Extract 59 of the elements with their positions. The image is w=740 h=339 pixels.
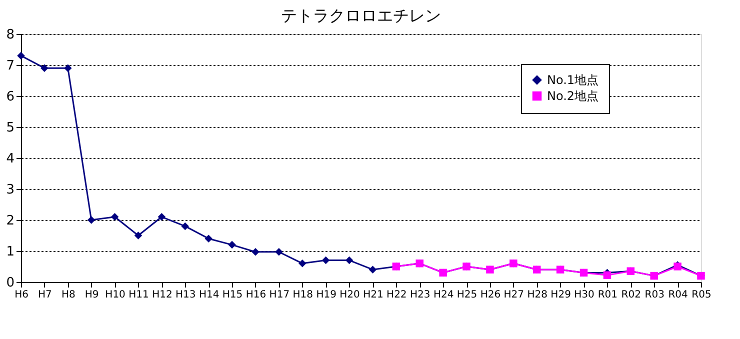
x-tick-label: H29 [550,290,571,300]
x-tick-label: H8 [61,290,76,300]
x-tick-label: H7 [38,290,52,300]
y-tick-label: 2 [6,214,14,228]
x-tick-label: H18 [292,290,314,300]
x-tick-label: H27 [504,290,524,300]
x-tick-label: H10 [105,290,126,300]
chart-title: テトラクロロエチレン [281,6,441,25]
x-tick-label: H17 [269,290,290,300]
point [181,222,190,230]
point [275,248,283,256]
x-tick-label: H15 [222,290,243,300]
x-tick-label: H30 [574,290,594,300]
point [228,240,236,249]
point [87,216,96,224]
x-tick-label: H20 [340,290,360,300]
point [110,213,119,221]
x-tick-label: H19 [316,290,336,300]
legend-label: No.1地点 [547,73,599,87]
x-tick-label: H16 [246,290,266,300]
x-tick-label: R05 [692,290,712,300]
point [134,232,142,240]
point [603,271,612,280]
x-tick-label: H14 [198,290,220,300]
y-tick-label: 7 [6,58,14,74]
x-tick-label: H28 [527,290,548,300]
x-tick-label: H12 [152,290,172,300]
y-tick-label: 6 [6,90,14,104]
x-tick-label: H24 [433,290,454,300]
point [345,256,354,264]
point [40,64,48,72]
x-tick-label: H22 [386,290,407,300]
y-tick-label: 3 [6,182,14,198]
x-tick-label: H11 [128,290,149,300]
point [322,256,330,264]
legend-label: No.2地点 [547,89,599,103]
y-tick-label: 0 [6,276,14,290]
y-tick-label: 8 [6,28,14,42]
y-tick-label: 5 [6,120,14,136]
x-tick-label: R03 [644,290,664,300]
point [298,260,306,268]
x-tick-label: H23 [410,290,430,300]
x-tick-label: R04 [668,290,688,300]
point [158,213,166,221]
point [64,64,72,72]
point [368,266,377,274]
point [17,52,25,60]
x-tick-label: R02 [621,290,641,300]
x-tick-label: H13 [176,290,196,300]
x-tick-label: H9 [84,290,99,300]
x-tick-label: H6 [14,290,28,300]
y-tick-label: 1 [6,244,14,260]
y-tick-label: 4 [6,152,14,166]
x-tick-label: H25 [456,290,478,300]
x-tick-label: H26 [480,290,501,300]
point [204,234,212,242]
point [252,248,260,256]
x-tick-label: H21 [363,290,384,300]
x-tick-label: R01 [598,290,618,300]
